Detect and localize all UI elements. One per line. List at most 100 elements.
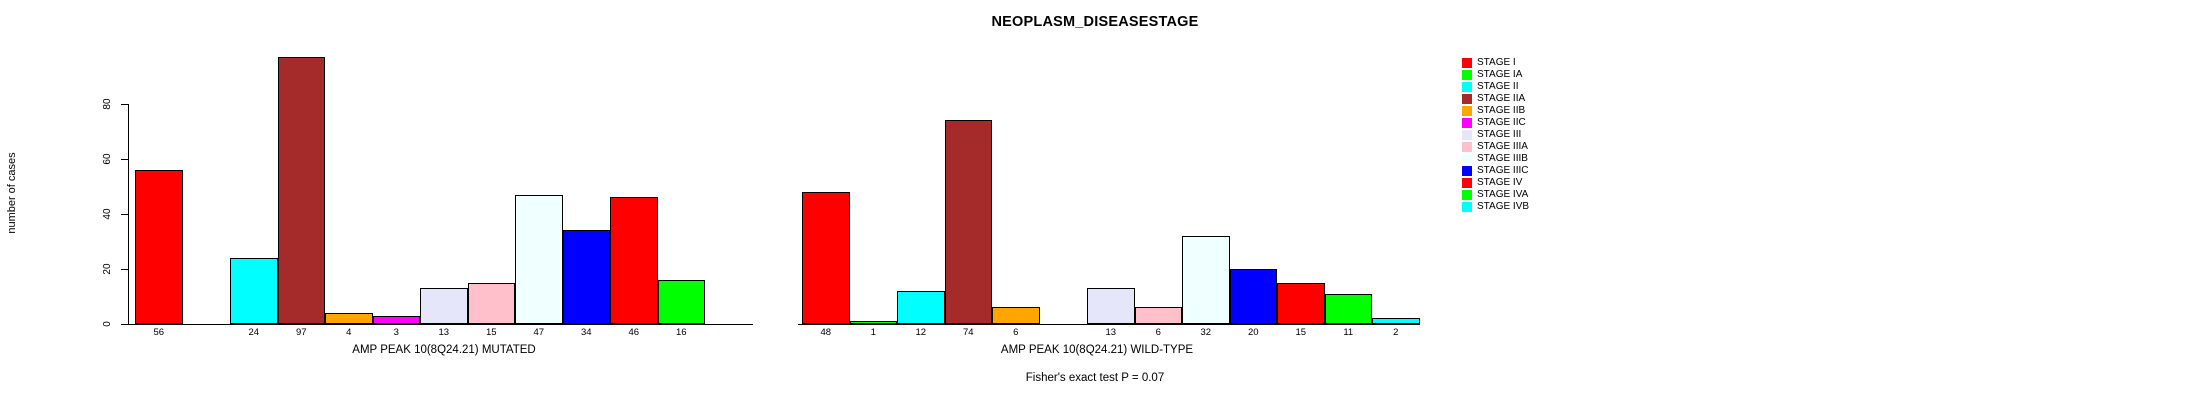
bar-stage-ii xyxy=(897,291,945,324)
bar-stage-ia xyxy=(849,321,897,324)
legend-label: STAGE II xyxy=(1477,81,1519,92)
bar-stage-iv xyxy=(1277,283,1325,324)
bar-value-label: 6 xyxy=(1013,327,1019,338)
bar-stage-iii xyxy=(1087,288,1135,324)
legend-item-stage-iib: STAGE IIB xyxy=(1462,105,1529,117)
legend-item-stage-iic: STAGE IIC xyxy=(1462,117,1529,129)
legend-label: STAGE IIIB xyxy=(1477,153,1528,164)
x-axis-line xyxy=(128,324,753,325)
legend-label: STAGE IIIC xyxy=(1477,165,1529,176)
legend-swatch xyxy=(1462,106,1472,116)
bar-value-label: 13 xyxy=(438,327,450,338)
legend-label: STAGE IIIA xyxy=(1477,141,1528,152)
bar-stage-iiia xyxy=(1134,307,1182,324)
legend-item-stage-ia: STAGE IA xyxy=(1462,69,1529,81)
bar-value-label: 15 xyxy=(485,327,497,338)
bar-value-label: 11 xyxy=(1343,327,1354,338)
bar-value-label: 74 xyxy=(962,327,974,338)
bar-stage-iib xyxy=(992,307,1040,324)
legend-swatch xyxy=(1462,82,1472,92)
y-axis-tick-label: 20 xyxy=(102,263,113,275)
legend-label: STAGE I xyxy=(1477,57,1516,68)
bar-stage-iva xyxy=(1324,294,1372,324)
legend: STAGE I STAGE IA STAGE II STAGE IIA STAGE II… xyxy=(1462,57,1529,213)
y-axis-tick xyxy=(121,324,128,325)
legend-item-stage-i: STAGE I xyxy=(1462,57,1529,69)
bar-value-label: 6 xyxy=(1155,327,1161,338)
legend-swatch xyxy=(1462,190,1472,200)
bar-value-label: 16 xyxy=(675,327,687,338)
bar-value-label: 13 xyxy=(1105,327,1117,338)
bar-stage-iiia xyxy=(467,283,515,324)
y-axis-tick-label: 60 xyxy=(102,153,113,165)
legend-label: STAGE IIB xyxy=(1477,105,1526,116)
x-axis-label-wild-type: AMP PEAK 10(8Q24.21) WILD-TYPE xyxy=(1000,344,1194,356)
bar-stage-iva xyxy=(657,280,705,324)
y-axis-tick-label: 80 xyxy=(102,98,113,110)
legend-item-stage-iia: STAGE IIA xyxy=(1462,93,1529,105)
legend-label: STAGE IV xyxy=(1477,177,1523,188)
bar-stage-iia xyxy=(277,57,325,324)
bar-value-label: 20 xyxy=(1247,327,1259,338)
legend-item-stage-iiic: STAGE IIIC xyxy=(1462,165,1529,177)
bar-stage-ii xyxy=(230,258,278,324)
y-axis-tick-label: 0 xyxy=(102,321,113,327)
legend-item-stage-iiia: STAGE IIIA xyxy=(1462,141,1529,153)
legend-item-stage-iva: STAGE IVA xyxy=(1462,189,1529,201)
bar-value-label: 47 xyxy=(533,327,545,338)
legend-swatch xyxy=(1462,154,1472,164)
legend-swatch xyxy=(1462,130,1472,140)
bar-stage-iiib xyxy=(515,195,563,324)
legend-swatch xyxy=(1462,118,1472,128)
legend-swatch xyxy=(1462,178,1472,188)
legend-label: STAGE III xyxy=(1477,129,1522,140)
bar-stage-iia xyxy=(944,120,992,324)
y-axis-tick xyxy=(121,159,128,160)
legend-label: STAGE IA xyxy=(1477,69,1523,80)
bar-value-label: 3 xyxy=(393,327,399,338)
bar-value-label: 32 xyxy=(1200,327,1212,338)
bar-stage-i xyxy=(802,192,850,324)
bar-value-label: 97 xyxy=(295,327,307,338)
legend-label: STAGE IIA xyxy=(1477,93,1526,104)
chart-title: NEOPLASM_DISEASESTAGE xyxy=(991,14,1199,30)
legend-swatch xyxy=(1462,58,1472,68)
legend-item-stage-ii: STAGE II xyxy=(1462,81,1529,93)
bar-stage-iib xyxy=(325,313,373,324)
bar-value-label: 56 xyxy=(153,327,165,338)
legend-swatch xyxy=(1462,142,1472,152)
bar-stage-iii xyxy=(420,288,468,324)
bar-stage-i xyxy=(135,170,183,324)
bar-value-label: 46 xyxy=(628,327,640,338)
y-axis-label: number of cases xyxy=(6,152,18,234)
bar-stage-iv xyxy=(610,197,658,324)
fisher-test-annotation: Fisher's exact test P = 0.07 xyxy=(1025,372,1165,384)
legend-swatch xyxy=(1462,202,1472,212)
legend-swatch xyxy=(1462,166,1472,176)
bar-value-label: 48 xyxy=(820,327,832,338)
bar-value-label: 12 xyxy=(915,327,927,338)
bar-value-label: 1 xyxy=(870,327,876,338)
x-axis-label-mutated: AMP PEAK 10(8Q24.21) MUTATED xyxy=(352,344,536,356)
bar-value-label: 2 xyxy=(1393,327,1399,338)
bar-value-label: 24 xyxy=(248,327,260,338)
bar-stage-iic xyxy=(372,316,420,324)
y-axis-tick xyxy=(121,104,128,105)
y-axis-tick xyxy=(121,269,128,270)
legend-item-stage-iii: STAGE III xyxy=(1462,129,1529,141)
legend-swatch xyxy=(1462,70,1472,80)
legend-label: STAGE IVA xyxy=(1477,189,1529,200)
legend-item-stage-ivb: STAGE IVB xyxy=(1462,201,1529,213)
bar-stage-iiic xyxy=(562,230,610,324)
y-axis-tick-label: 40 xyxy=(102,208,113,220)
legend-item-stage-iiib: STAGE IIIB xyxy=(1462,153,1529,165)
bar-value-label: 15 xyxy=(1295,327,1307,338)
legend-label: STAGE IIC xyxy=(1477,117,1526,128)
bar-stage-iiic xyxy=(1229,269,1277,324)
bar-value-label: 34 xyxy=(580,327,592,338)
legend-label: STAGE IVB xyxy=(1477,201,1530,212)
bar-value-label: 4 xyxy=(346,327,352,338)
y-axis-tick xyxy=(121,214,128,215)
legend-item-stage-iv: STAGE IV xyxy=(1462,177,1529,189)
